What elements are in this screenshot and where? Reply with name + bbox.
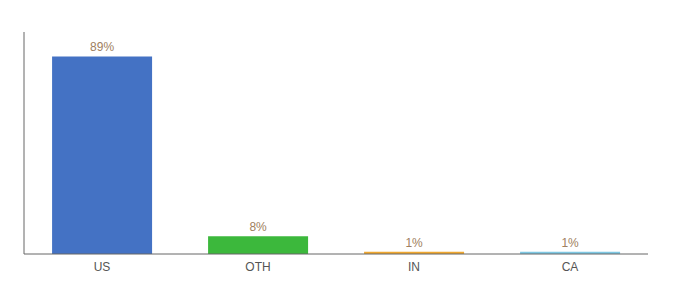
- svg-text:CA: CA: [562, 260, 579, 274]
- svg-text:1%: 1%: [561, 236, 579, 250]
- svg-text:IN: IN: [408, 260, 420, 274]
- svg-text:89%: 89%: [90, 40, 114, 54]
- svg-text:OTH: OTH: [245, 260, 270, 274]
- svg-text:8%: 8%: [249, 220, 267, 234]
- svg-text:US: US: [94, 260, 111, 274]
- svg-text:1%: 1%: [405, 236, 423, 250]
